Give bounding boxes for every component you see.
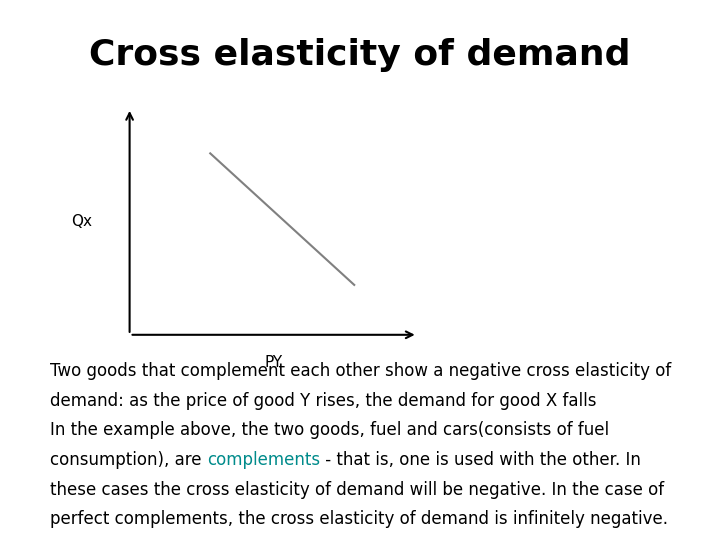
Text: these cases the cross elasticity of demand will be negative. In the case of: these cases the cross elasticity of dema… <box>50 481 665 498</box>
Text: perfect complements, the cross elasticity of demand is infinitely negative.: perfect complements, the cross elasticit… <box>50 510 668 528</box>
Text: Two goods that complement each other show a negative cross elasticity of: Two goods that complement each other sho… <box>50 362 672 380</box>
Text: consumption), are: consumption), are <box>50 451 207 469</box>
Text: Qx: Qx <box>71 214 92 229</box>
Text: In the example above, the two goods, fuel and cars(consists of fuel: In the example above, the two goods, fue… <box>50 421 610 439</box>
Text: complements: complements <box>207 451 320 469</box>
Text: demand: as the price of good Y rises, the demand for good X falls: demand: as the price of good Y rises, th… <box>50 392 597 409</box>
Text: PY: PY <box>264 355 283 370</box>
Text: Cross elasticity of demand: Cross elasticity of demand <box>89 38 631 72</box>
Text: - that is, one is used with the other. In: - that is, one is used with the other. I… <box>320 451 641 469</box>
